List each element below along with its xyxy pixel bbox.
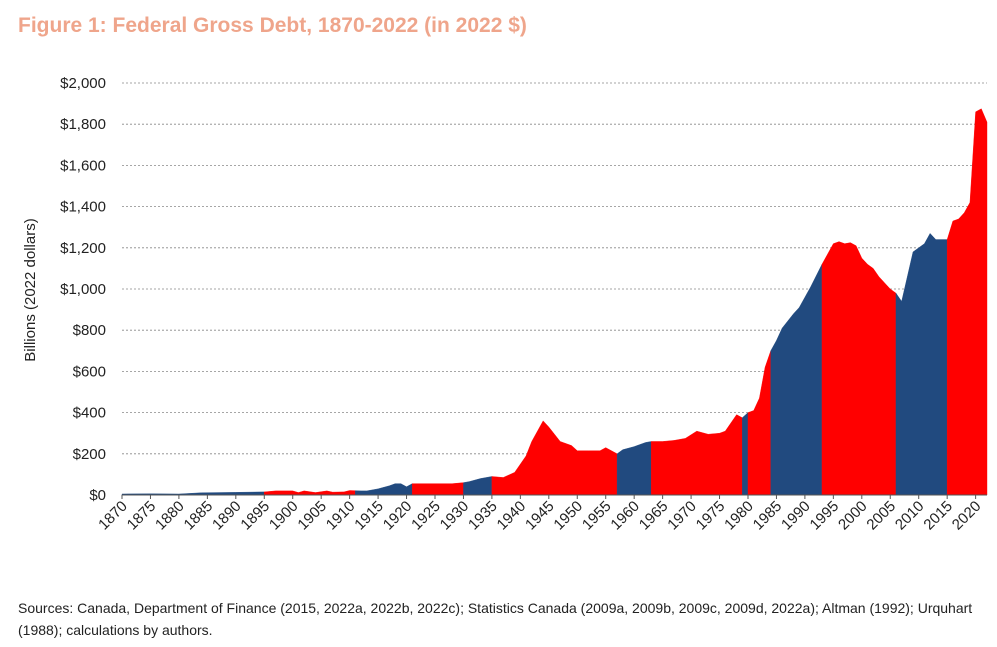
- x-tick-label: 2005: [863, 498, 899, 534]
- x-tick-label: 1980: [721, 498, 757, 534]
- y-tick-label: $400: [73, 405, 106, 422]
- x-tick-label: 1900: [266, 498, 302, 534]
- area-segment-blue: [895, 233, 948, 496]
- area-segment-red: [821, 241, 897, 496]
- x-tick-label: 1955: [579, 498, 615, 534]
- y-tick-label: $1,600: [60, 157, 106, 174]
- y-axis-label: Billions (2022 dollars): [22, 218, 39, 361]
- x-tick-label: 1905: [294, 498, 330, 534]
- x-tick-label: 1945: [522, 498, 558, 534]
- area-series: [121, 108, 988, 496]
- area-segment-red: [412, 482, 464, 496]
- area-segment-red: [946, 108, 988, 496]
- x-tick-label: 1985: [750, 498, 786, 534]
- area-segment-blue: [616, 441, 652, 496]
- y-tick-label: $1,400: [60, 199, 106, 216]
- x-tick-label: 1935: [465, 498, 501, 534]
- y-tick-label: $1,800: [60, 116, 106, 133]
- x-tick-label: 2020: [949, 498, 985, 534]
- y-tick-label: $1,000: [60, 281, 106, 298]
- axes: 1870187518801885189018951900190519101915…: [95, 494, 987, 534]
- area-segment-blue: [463, 476, 493, 496]
- area-segment-blue: [770, 264, 823, 496]
- x-tick-label: 1885: [181, 498, 217, 534]
- y-tick-label: $800: [73, 322, 106, 339]
- x-tick-label: 1970: [664, 498, 700, 534]
- x-tick-label: 1880: [152, 498, 188, 534]
- x-tick-label: 1890: [209, 498, 245, 534]
- x-tick-label: 1895: [237, 498, 273, 534]
- x-tick-label: 1925: [408, 498, 444, 534]
- x-tick-label: 1960: [607, 498, 643, 534]
- area-segment-red: [651, 414, 743, 496]
- x-tick-label: 1940: [494, 498, 530, 534]
- sources-note: Sources: Canada, Department of Finance (…: [18, 600, 973, 638]
- x-tick-label: 1975: [693, 498, 729, 534]
- area-segment-red: [264, 490, 356, 496]
- area-segment-blue: [355, 483, 413, 496]
- x-tick-label: 1950: [550, 498, 586, 534]
- y-tick-label: $200: [73, 446, 106, 463]
- x-tick-label: 2015: [920, 498, 956, 534]
- x-tick-label: 1930: [437, 498, 473, 534]
- y-tick-label: $1,200: [60, 240, 106, 257]
- chart-title: Figure 1: Federal Gross Debt, 1870-2022 …: [18, 14, 527, 37]
- debt-area-chart: $0 $200 $400 $600 $800 $1,000 $1,200 $1,400 $1,6…: [22, 75, 988, 534]
- x-tick-label: 2000: [835, 498, 871, 534]
- area-segment-blue: [742, 412, 749, 496]
- x-tick-label: 1965: [636, 498, 672, 534]
- x-tick-label: 1910: [323, 498, 359, 534]
- area-segment-red: [491, 420, 618, 496]
- area-segment-red: [747, 350, 771, 496]
- x-tick-label: 1915: [351, 498, 387, 534]
- x-tick-label: 1995: [807, 498, 843, 534]
- x-tick-label: 1920: [380, 498, 416, 534]
- x-tick-label: 2010: [892, 498, 928, 534]
- x-tick-label: 1875: [124, 498, 160, 534]
- y-tick-label: $600: [73, 363, 106, 380]
- x-tick-label: 1990: [778, 498, 814, 534]
- y-tick-label: $0: [89, 487, 106, 504]
- y-tick-label: $2,000: [60, 75, 106, 92]
